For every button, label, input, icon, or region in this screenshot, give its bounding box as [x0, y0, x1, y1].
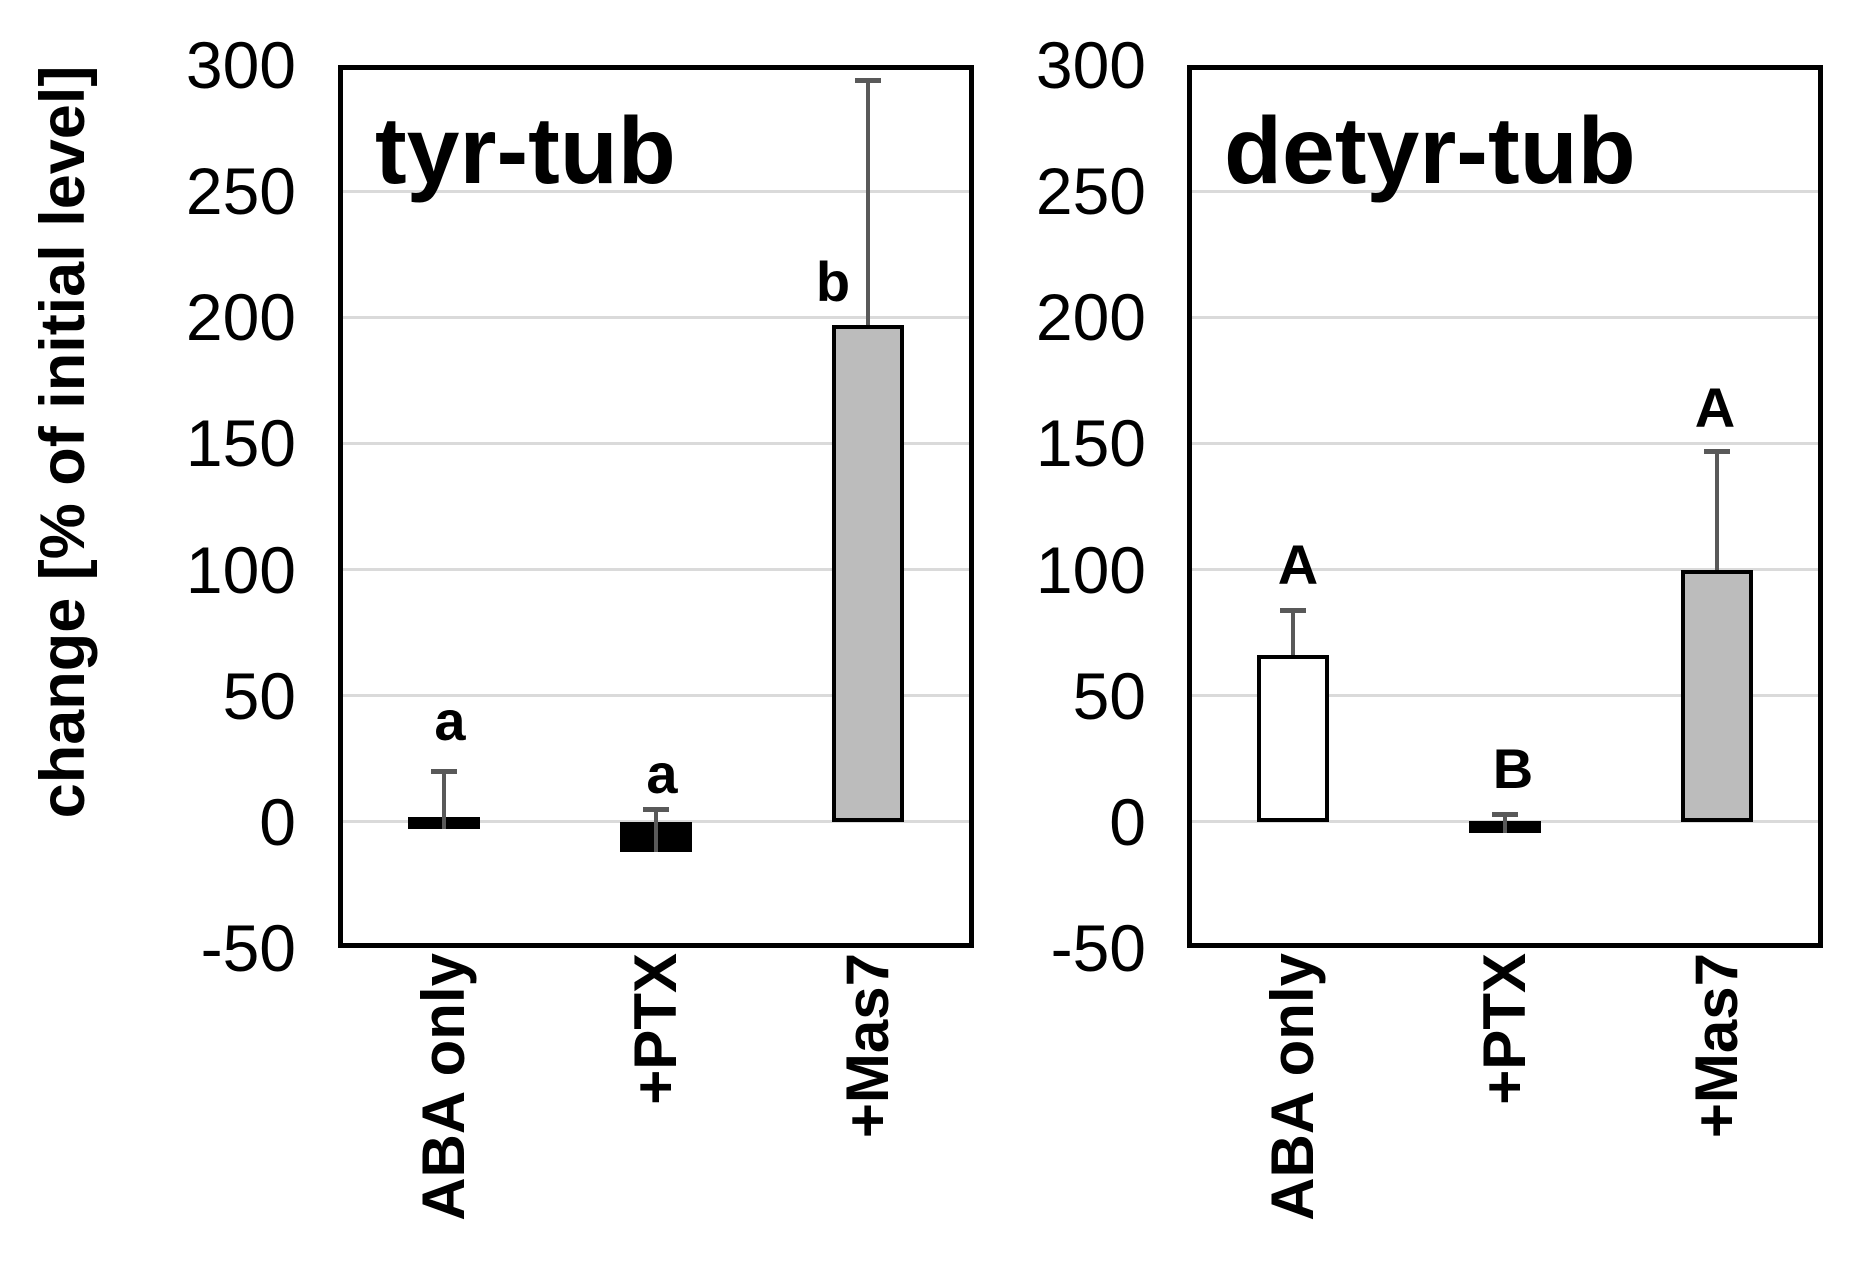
x-label-aba-only: ABA only	[410, 953, 477, 1221]
error-bar-aba-only	[442, 771, 446, 830]
error-cap-mas7	[1704, 448, 1730, 454]
y-axis-title: change [% of initial level]	[28, 65, 98, 819]
plot-area-tyr-tub	[338, 65, 974, 948]
x-label-ptx: +PTX	[1471, 953, 1538, 1105]
y-tick-0: 0	[259, 784, 296, 859]
x-label-mas7: +Mas7	[1683, 953, 1750, 1139]
y-tick-150: 150	[1035, 406, 1146, 481]
y-tick--50: -50	[200, 911, 296, 985]
error-cap-mas7	[855, 78, 881, 84]
sig-letter-aba-only-detyr-tub: A	[1277, 532, 1319, 596]
y-tick-250: 250	[1035, 154, 1146, 229]
gridline-50	[1187, 694, 1823, 698]
chart-title-tyr-tub: tyr-tub	[375, 98, 676, 204]
x-label-ptx: +PTX	[622, 953, 689, 1105]
error-bar-aba-only	[1291, 609, 1295, 656]
y-tick-200: 200	[1035, 280, 1146, 355]
y-tick-150: 150	[185, 406, 296, 481]
sig-letter-aba-only-tyr-tub: a	[434, 688, 466, 752]
gridline-100	[338, 568, 974, 572]
x-label-mas7: +Mas7	[834, 953, 901, 1139]
error-cap-ptx	[643, 807, 669, 813]
sig-letter-ptx-tyr-tub: a	[646, 741, 678, 805]
y-tick-50: 50	[222, 658, 296, 733]
y-tick-100: 100	[1035, 532, 1146, 607]
error-bar-ptx	[654, 809, 658, 853]
plot-area-detyr-tub	[1187, 65, 1823, 948]
sig-letter-mas7-detyr-tub: A	[1694, 376, 1736, 440]
y-tick-200: 200	[185, 280, 296, 355]
y-tick-0: 0	[1109, 784, 1146, 859]
x-label-aba-only: ABA only	[1259, 953, 1326, 1221]
sig-letter-ptx-detyr-tub: B	[1492, 736, 1534, 800]
bar-aba-only	[1257, 655, 1329, 822]
error-cap-aba-only	[431, 769, 457, 775]
y-tick-250: 250	[185, 154, 296, 229]
gridline-200	[1187, 315, 1823, 319]
chart-title-detyr-tub: detyr-tub	[1224, 98, 1636, 204]
gridline-100	[1187, 568, 1823, 572]
bar-mas7	[1681, 569, 1753, 822]
y-tick-100: 100	[185, 532, 296, 607]
sig-letter-mas7-tyr-tub: b	[815, 249, 851, 313]
y-tick-50: 50	[1072, 658, 1146, 733]
gridline-250	[1187, 189, 1823, 193]
gridline-200	[338, 315, 974, 319]
gridline-50	[338, 694, 974, 698]
gridline-250	[338, 189, 974, 193]
y-tick-300: 300	[1035, 28, 1146, 102]
error-bar-mas7	[866, 80, 870, 325]
y-tick--50: -50	[1050, 911, 1146, 985]
error-cap-ptx	[1492, 812, 1518, 818]
error-bar-mas7	[1715, 450, 1719, 570]
error-bar-ptx	[1503, 814, 1507, 833]
error-cap-aba-only	[1280, 607, 1306, 613]
y-tick-300: 300	[185, 28, 296, 102]
bar-mas7	[832, 324, 904, 822]
gridline-150	[1187, 441, 1823, 445]
gridline-150	[338, 441, 974, 445]
